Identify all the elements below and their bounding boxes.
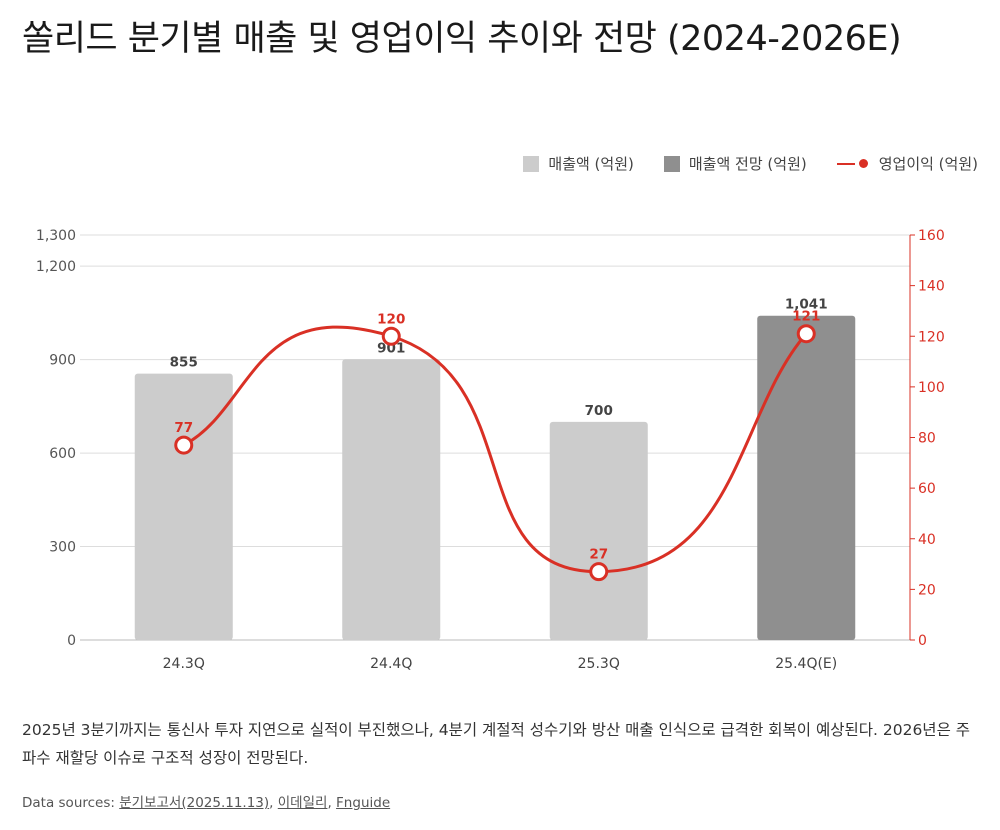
y-right-tick-label: 40 [918,532,936,548]
sources-separator: , [327,795,337,811]
chart-title: 쏠리드 분기별 매출 및 영업이익 추이와 전망 (2024-2026E) [22,19,902,59]
bar-value-label: 855 [170,355,198,371]
y-left-tick-label: 0 [67,633,76,649]
y-right-tick-label: 0 [918,633,927,649]
legend-label-revenue-forecast: 매출액 전망 (억원) [688,155,807,173]
combo-chart: 0 300 600 900 1,200 1,300 0 20 40 60 80 100 120 140 16… [36,228,945,672]
source-link-fnguide[interactable]: Fnguide [336,795,391,811]
line-value-label: 120 [377,311,405,327]
y-right-tick-label: 100 [918,380,945,396]
sources-separator: , [269,795,278,811]
y-right-tick-label: 160 [918,228,945,244]
y-right-tick-label: 80 [918,431,936,447]
bar-value-label: 901 [377,340,405,356]
operating-profit-line [183,325,808,574]
x-tick-label: 25.3Q [578,656,620,672]
y-left-tick-label: 900 [49,353,76,369]
operating-profit-point [381,326,401,346]
y-left-tick-label: 600 [49,446,76,462]
legend-item-operating-profit: 영업이익 (억원) [836,153,978,174]
y-left-tick-label: 1,200 [36,259,76,275]
x-tick-label: 25.4Q(E) [775,656,837,672]
operating-profit-point [589,562,609,582]
legend-item-revenue: 매출액 (억원) [523,153,634,174]
line-value-label: 27 [589,547,608,563]
legend-item-revenue-forecast: 매출액 전망 (억원) [663,153,807,174]
bar-value-label: 700 [585,403,613,419]
legend-swatch-revenue [523,155,540,172]
bar [549,421,648,640]
source-link-quarterly-report[interactable]: 분기보고서(2025.11.13) [119,795,270,811]
x-tick-label: 24.3Q [163,656,205,672]
y-right-tick-label: 120 [918,329,945,345]
legend-swatch-operating-profit [836,156,871,172]
bar-value-label: 1,041 [785,297,828,313]
y-right-tick-label: 140 [918,279,945,295]
operating-profit-point [796,324,816,344]
line-value-label: 77 [174,420,193,436]
y-right-tick-label: 20 [918,582,936,598]
y-left-tick-label: 1,300 [36,228,76,244]
operating-profit-point [174,435,194,455]
chart-caption: 2025년 3분기까지는 통신사 투자 지연으로 실적이 부진했으나, 4분기 … [22,721,971,767]
legend: 매출액 (억원) 매출액 전망 (억원) 영업이익 (억원) [493,153,978,174]
bar [757,315,856,640]
x-tick-label: 24.4Q [370,656,412,672]
bar [342,359,441,640]
y-left-tick-label: 300 [49,540,76,556]
line-value-label: 121 [792,309,820,325]
data-sources: Data sources: 분기보고서(2025.11.13), 이데일리, F… [22,791,390,811]
bar [134,373,233,640]
legend-label-revenue: 매출액 (억원) [548,155,634,173]
sources-prefix: Data sources: [22,795,120,811]
legend-swatch-revenue-forecast [663,155,680,172]
source-link-edaily[interactable]: 이데일리 [277,795,328,811]
legend-label-operating-profit: 영업이익 (억원) [878,155,978,173]
y-right-tick-label: 60 [918,481,936,497]
